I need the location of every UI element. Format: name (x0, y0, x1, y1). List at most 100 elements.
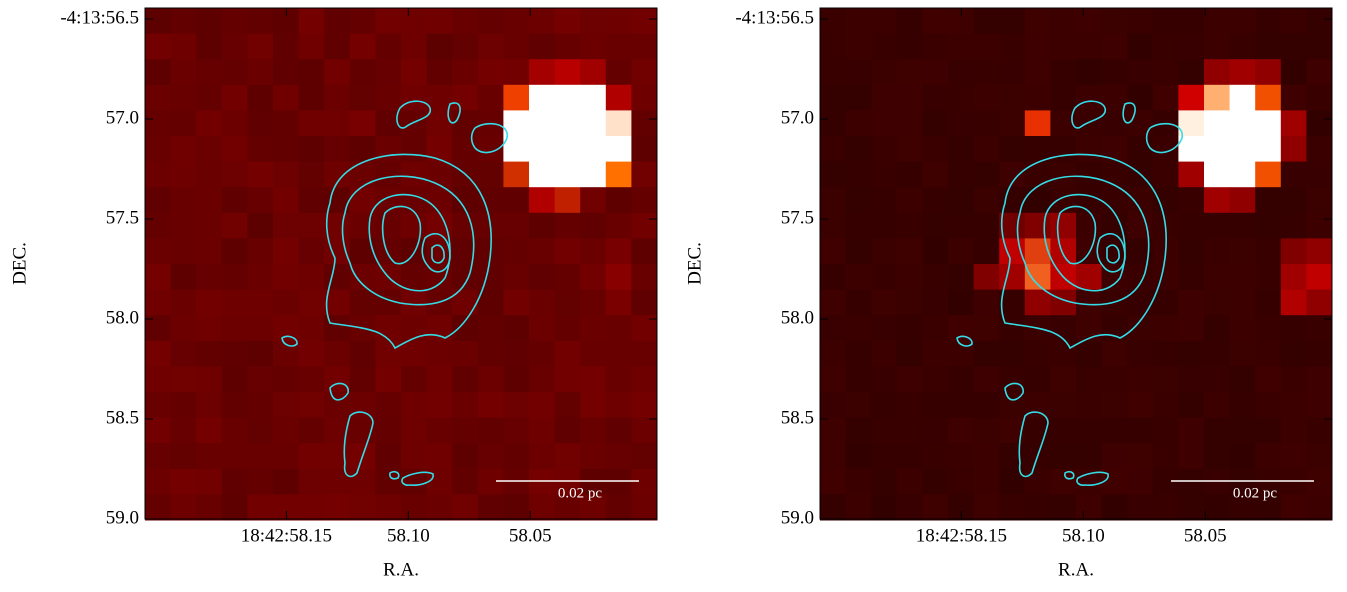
pixel (1076, 212, 1103, 239)
pixel (554, 8, 581, 35)
pixel (145, 110, 172, 137)
pixel (298, 366, 325, 393)
pixel (1050, 187, 1077, 214)
pixel (375, 136, 402, 163)
pixel (973, 33, 1000, 60)
pixel (580, 468, 607, 495)
pixel (426, 366, 453, 393)
pixel (1255, 8, 1282, 35)
pixel (349, 187, 376, 214)
pixel (820, 468, 847, 495)
contour (325, 153, 492, 350)
pixel (973, 366, 1000, 393)
pixel (973, 238, 1000, 265)
pixel (298, 33, 325, 60)
y-tick-label: 58.5 (106, 407, 139, 428)
pixel (221, 238, 248, 265)
pixel (1024, 289, 1051, 316)
pixel (452, 366, 479, 393)
pixel (1101, 366, 1128, 393)
pixel (922, 187, 949, 214)
pixel (477, 59, 504, 86)
pixel (1050, 417, 1077, 444)
pixel (871, 161, 898, 188)
pixel (631, 84, 658, 111)
y-axis-label: DEC. (9, 242, 30, 285)
pixel (477, 443, 504, 470)
pixel (1076, 161, 1103, 188)
pixel (554, 136, 581, 163)
pixel (999, 468, 1026, 495)
pixel (401, 110, 428, 137)
pixel (922, 33, 949, 60)
pixel (349, 289, 376, 316)
pixel (1306, 340, 1333, 367)
pixel (948, 212, 975, 239)
pixel (503, 494, 530, 521)
pixel (580, 289, 607, 316)
pixel (580, 315, 607, 342)
pixel (375, 340, 402, 367)
pixel (1229, 238, 1256, 265)
x-tick-label: 18:42:58.15 (916, 525, 1007, 546)
pixel (973, 315, 1000, 342)
pixel (477, 264, 504, 291)
pixel (503, 443, 530, 470)
scale-bar-label: 0.02 pc (558, 485, 603, 501)
pixel (1024, 468, 1051, 495)
pixel (529, 366, 556, 393)
pixel (375, 494, 402, 521)
pixel (631, 187, 658, 214)
pixel (845, 315, 872, 342)
pixel (631, 366, 658, 393)
pixel (477, 187, 504, 214)
pixel (247, 289, 274, 316)
pixel (477, 161, 504, 188)
pixel (375, 238, 402, 265)
contour (1018, 411, 1049, 478)
pixel (477, 84, 504, 111)
pixel (273, 468, 300, 495)
pixel (273, 392, 300, 419)
pixel (1050, 494, 1077, 521)
pixel (1076, 33, 1103, 60)
pixel (247, 340, 274, 367)
pixel (896, 161, 923, 188)
pixel (631, 392, 658, 419)
pixel (426, 340, 453, 367)
pixel (820, 212, 847, 239)
pixel (922, 443, 949, 470)
pixel (1127, 136, 1154, 163)
pixel (896, 468, 923, 495)
y-tick-label: 57.5 (781, 207, 814, 228)
pixel (605, 110, 632, 137)
pixel (1101, 136, 1128, 163)
pixel (349, 238, 376, 265)
pixel (1229, 59, 1256, 86)
pixel (554, 110, 581, 137)
pixel (349, 212, 376, 239)
x-tick-label: 58.05 (509, 525, 552, 546)
pixel (1255, 59, 1282, 86)
pixel (375, 161, 402, 188)
pixel (999, 264, 1026, 291)
pixel (298, 187, 325, 214)
pixel (1127, 8, 1154, 35)
pixel (1050, 136, 1077, 163)
pixel (1255, 417, 1282, 444)
pixel (871, 468, 898, 495)
pixel (1255, 212, 1282, 239)
pixel (1178, 136, 1205, 163)
pixel (871, 315, 898, 342)
pixel (247, 315, 274, 342)
pixel (605, 59, 632, 86)
pixel (948, 417, 975, 444)
pixel (554, 340, 581, 367)
pixel (1204, 84, 1231, 111)
pixel (1076, 392, 1103, 419)
pixel (1101, 443, 1128, 470)
pixel (273, 315, 300, 342)
pixel (1306, 315, 1333, 342)
pixel (973, 392, 1000, 419)
pixel (529, 136, 556, 163)
